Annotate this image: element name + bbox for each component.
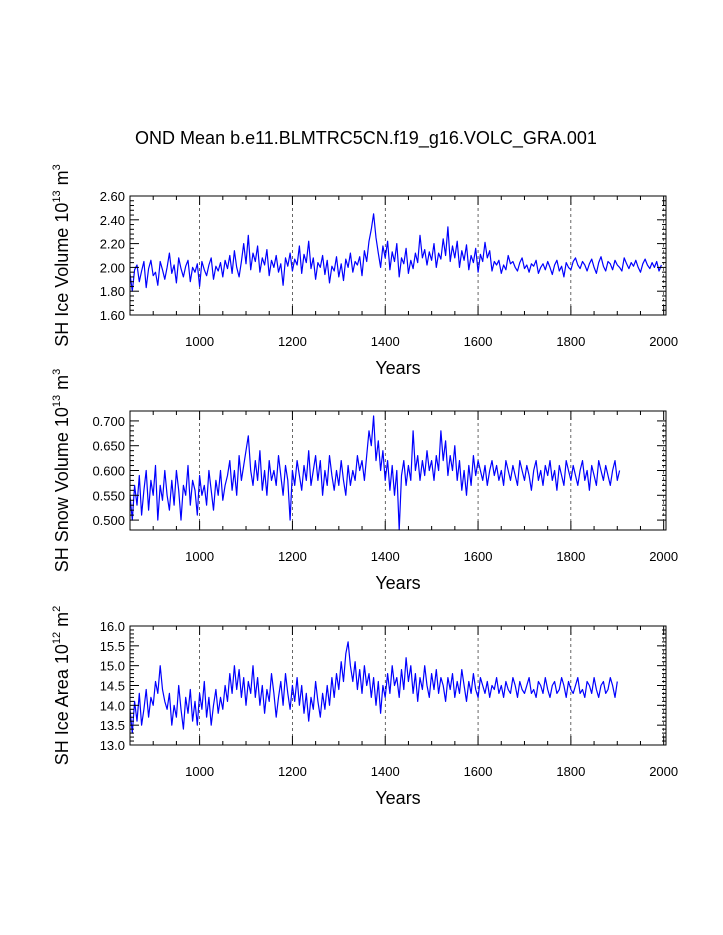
- y-tick-label: 2.20: [100, 237, 125, 252]
- y-axis-title-main: SH Ice Area 10: [52, 644, 72, 765]
- x-tick-label: 1200: [278, 334, 307, 349]
- panel-ice-volume: 1000 1200 1400 1600 1800 2000 1.60 1.80 2.00 2.20…: [51, 164, 678, 378]
- x-tick-label: 1800: [556, 549, 585, 564]
- x-tick-label: 1800: [556, 764, 585, 779]
- y-axis-title: SH Ice Area 1012 m2: [51, 606, 72, 765]
- y-axis-title-unit-exponent: 2: [51, 606, 63, 612]
- y-axis-title-exponent: 13: [51, 395, 63, 407]
- y-tick-label: 13.5: [100, 718, 125, 733]
- y-tick-label: 1.80: [100, 284, 125, 299]
- y-tick-label: 2.40: [100, 213, 125, 228]
- series-line: [129, 213, 662, 292]
- y-tick-label: 2.60: [100, 189, 125, 204]
- x-tick-label: 1000: [185, 549, 214, 564]
- x-tick-label: 1600: [464, 334, 493, 349]
- x-tick-label: 2000: [649, 334, 678, 349]
- y-tick-label: 0.700: [92, 414, 125, 429]
- y-tick-label: 15.0: [100, 659, 125, 674]
- y-tick-label: 15.5: [100, 639, 125, 654]
- y-tick-label: 13.0: [100, 738, 125, 753]
- x-tick-label: 1400: [371, 549, 400, 564]
- x-tick-label: 1000: [185, 334, 214, 349]
- plot-frame: [129, 195, 667, 316]
- y-tick-label: 0.500: [92, 513, 125, 528]
- y-axis-title-main: SH Snow Volume 10: [52, 407, 72, 572]
- x-tick-label: 1400: [371, 764, 400, 779]
- y-tick-label: 0.550: [92, 488, 125, 503]
- y-tick-label: 0.650: [92, 439, 125, 454]
- y-tick-label: 1.60: [100, 308, 125, 323]
- x-tick-label: 1600: [464, 764, 493, 779]
- y-tick-label: 14.5: [100, 679, 125, 694]
- x-tick-label: 1000: [185, 764, 214, 779]
- y-axis-title-unit: m: [52, 612, 72, 632]
- x-axis-title: Years: [375, 358, 420, 378]
- y-tick-label: 16.0: [100, 619, 125, 634]
- x-axis-title: Years: [375, 788, 420, 808]
- y-tick-label: 0.600: [92, 464, 125, 479]
- y-axis-title-unit: m: [52, 170, 72, 190]
- y-tick-label: 2.00: [100, 260, 125, 275]
- x-tick-label: 1200: [278, 549, 307, 564]
- y-axis-title-exponent: 12: [51, 632, 63, 644]
- y-axis-title: SH Ice Volume 1013 m3: [51, 164, 72, 346]
- panel-snow-volume: 1000 1200 1400 1600 1800 2000 0.500 0.550 0.600 0…: [51, 369, 678, 593]
- y-axis-title-unit-exponent: 3: [51, 164, 63, 170]
- y-tick-label: 14.0: [100, 698, 125, 713]
- x-axis-title: Years: [375, 573, 420, 593]
- y-axis-title: SH Snow Volume 1013 m3: [51, 369, 72, 572]
- x-tick-label: 1600: [464, 549, 493, 564]
- y-axis-title-unit-exponent: 3: [51, 369, 63, 375]
- y-axis-title-unit: m: [52, 375, 72, 395]
- series-line: [129, 641, 618, 734]
- figure-title: OND Mean b.e11.BLMTRC5CN.f19_g16.VOLC_GR…: [135, 128, 597, 149]
- x-tick-label: 1400: [371, 334, 400, 349]
- series-line: [129, 415, 621, 531]
- panel-ice-area: 1000 1200 1400 1600 1800 2000 13.0 13.5 14.0 14.5…: [51, 606, 678, 808]
- y-axis-title-main: SH Ice Volume 10: [52, 203, 72, 347]
- y-axis-title-exponent: 13: [51, 190, 63, 202]
- x-tick-label: 2000: [649, 549, 678, 564]
- x-tick-label: 1200: [278, 764, 307, 779]
- x-tick-label: 2000: [649, 764, 678, 779]
- x-tick-label: 1800: [556, 334, 585, 349]
